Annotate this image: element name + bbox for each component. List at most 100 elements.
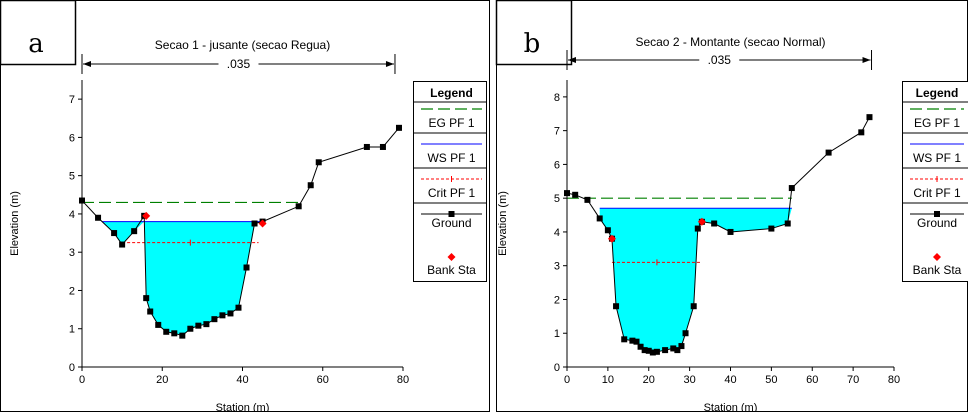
- x-tick-label: 40: [724, 374, 736, 386]
- series-ground-line: [81, 127, 400, 337]
- x-tick-label: 50: [765, 374, 777, 386]
- y-tick-label: 1: [554, 328, 560, 340]
- y-tick-label: 4: [554, 227, 560, 239]
- series-ground-point: [211, 316, 218, 323]
- chart-title: Secao 1 - jusante (secao Regua): [155, 38, 330, 52]
- series-ground-point: [163, 328, 170, 335]
- water-area: [102, 221, 263, 336]
- y-axis-label: Elevation (m): [9, 191, 21, 256]
- series-ground-point: [295, 203, 302, 210]
- y-tick-label: 5: [69, 171, 75, 183]
- legend-entry-bank-sta-marker: [447, 253, 456, 261]
- legend-entry-bank-sta-label: Bank Sta: [913, 263, 962, 277]
- x-tick-label: 20: [156, 374, 168, 386]
- legend-entry-crit-pf-1-label: Crit PF 1: [913, 186, 961, 200]
- series-ground-point: [637, 343, 644, 350]
- series-ground-point: [711, 220, 718, 227]
- series-ground-point: [866, 114, 873, 121]
- x-tick-label: 60: [317, 374, 329, 386]
- panel-label-box: [495, 0, 573, 66]
- x-axis-label: Station (m): [704, 402, 758, 412]
- legend-entry-ground-marker: [448, 211, 455, 217]
- y-tick-label: 1: [69, 324, 75, 336]
- x-tick-label: 60: [806, 374, 818, 386]
- x-tick-label: 0: [564, 374, 570, 386]
- series-ground-point: [379, 143, 386, 150]
- series-ground-point: [155, 321, 162, 328]
- series-ground-point: [694, 225, 701, 232]
- series-ground-point: [147, 308, 154, 315]
- series-ground-point: [131, 228, 138, 235]
- x-axis-label: Station (m): [216, 402, 270, 412]
- y-tick-label: 8: [554, 92, 560, 104]
- series-ground-point: [727, 228, 734, 235]
- series-ground-point: [572, 191, 579, 198]
- y-tick-label: 7: [554, 126, 560, 138]
- x-tick-label: 20: [643, 374, 655, 386]
- annotation-arrow-head-left: [568, 57, 576, 63]
- legend-entry-bank-sta-label: Bank Sta: [427, 263, 476, 277]
- series-ground-point: [670, 345, 677, 352]
- series-ground-point: [584, 196, 591, 203]
- series-ground-point: [179, 332, 186, 339]
- series-ground-point: [395, 124, 402, 131]
- panel-label: b: [524, 29, 541, 59]
- x-tick-label: 10: [602, 374, 614, 386]
- series-ground-point: [195, 322, 202, 329]
- series-bank-sta-point: [258, 219, 267, 228]
- series-ground-point: [235, 304, 242, 311]
- legend-entry-ws-pf-1-label: WS PF 1: [427, 151, 475, 165]
- series-ground-point: [784, 220, 791, 227]
- series-ground-point: [219, 312, 226, 319]
- chart-panel-b: b Secao 2 - Montante (secao Normal) .035 0 1…: [495, 0, 968, 412]
- series-ground-point: [203, 321, 210, 328]
- x-tick-label: 30: [684, 374, 696, 386]
- series-ground-point: [227, 310, 234, 317]
- series-ground-point: [641, 347, 648, 354]
- annotation-arrow-head-left: [83, 61, 91, 67]
- chart-title: Secao 2 - Montante (secao Normal): [635, 35, 825, 49]
- series-ground-point: [307, 182, 314, 189]
- y-tick-label: 7: [69, 94, 75, 106]
- legend: Legend EG PF 1 WS PF 1 Crit PF 1 Ground Bank …: [902, 81, 968, 282]
- series-ground-point: [633, 338, 640, 345]
- series-bank-sta-point: [607, 234, 616, 243]
- legend-entry-ws-pf-1-label: WS PF 1: [913, 151, 961, 165]
- series-ground-point: [662, 347, 669, 354]
- y-tick-label: 5: [554, 193, 560, 205]
- series-ground-point: [621, 336, 628, 343]
- series-ground-point: [653, 348, 660, 355]
- series-ground-point: [690, 303, 697, 310]
- series-ground-point: [119, 241, 126, 248]
- legend-box: [413, 81, 487, 282]
- annotation-arrow-head-right: [862, 57, 871, 63]
- series-bank-sta-point: [697, 217, 706, 226]
- series-ground-point: [645, 347, 652, 354]
- series-ground-point: [95, 214, 102, 221]
- legend-entry-ground-marker: [934, 211, 940, 217]
- y-tick-label: 0: [554, 362, 560, 374]
- legend-entry-eg-pf-1-label: EG PF 1: [914, 116, 960, 130]
- x-tick-label: 70: [847, 374, 859, 386]
- series-ground-point: [111, 230, 118, 237]
- series-ground-point: [678, 343, 685, 350]
- annotation-arrow-head-right: [385, 61, 394, 67]
- legend-entry-bank-sta-marker: [933, 253, 941, 261]
- x-tick-label: 80: [397, 374, 409, 386]
- x-tick-label: 0: [79, 374, 85, 386]
- annotation-label: .035: [227, 57, 251, 71]
- series-ground-point: [674, 347, 681, 354]
- y-axis-label: Elevation (m): [497, 191, 509, 256]
- x-tick-label: 40: [236, 374, 248, 386]
- legend: Legend EG PF 1 WS PF 1 Crit PF 1 Ground Bank …: [413, 81, 487, 282]
- panel-label: a: [28, 29, 44, 59]
- series-ground-point: [604, 227, 611, 234]
- y-tick-label: 4: [69, 209, 75, 221]
- legend-title: Legend: [916, 86, 959, 100]
- panel-frame: [496, 0, 968, 412]
- legend-entry-ground-label: Ground: [431, 216, 471, 230]
- legend-title: Legend: [430, 86, 473, 100]
- annotation-label: .035: [708, 53, 732, 67]
- series-bank-sta-point: [142, 211, 151, 220]
